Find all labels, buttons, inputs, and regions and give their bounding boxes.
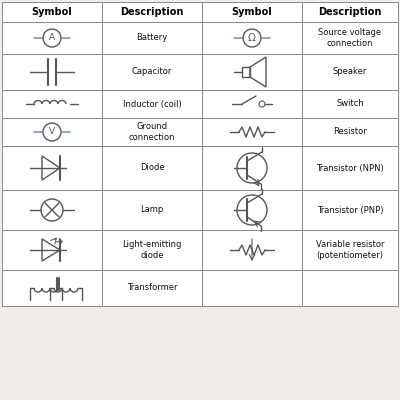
- Bar: [202, 2, 302, 22]
- Text: Lamp: Lamp: [140, 206, 164, 214]
- Bar: [2, 118, 102, 146]
- Text: Battery: Battery: [136, 34, 168, 42]
- Bar: [102, 90, 202, 118]
- Text: Capacitor: Capacitor: [132, 68, 172, 76]
- Text: Ω: Ω: [248, 33, 256, 43]
- Text: Diode: Diode: [140, 164, 164, 172]
- Bar: [302, 54, 398, 90]
- Text: Symbol: Symbol: [32, 7, 72, 17]
- Bar: [302, 230, 398, 270]
- Bar: [302, 146, 398, 190]
- Bar: [2, 22, 102, 54]
- Bar: [202, 90, 302, 118]
- Bar: [102, 22, 202, 54]
- Bar: [2, 270, 102, 306]
- Bar: [2, 146, 102, 190]
- Text: Transformer: Transformer: [127, 284, 177, 292]
- Bar: [102, 230, 202, 270]
- Text: Transistor (PNP): Transistor (PNP): [317, 206, 383, 214]
- Text: Inductor (coil): Inductor (coil): [123, 100, 181, 108]
- Bar: [302, 118, 398, 146]
- Text: Ground
connection: Ground connection: [129, 122, 175, 142]
- Bar: [2, 54, 102, 90]
- Bar: [302, 22, 398, 54]
- Bar: [202, 270, 302, 306]
- Text: Resistor: Resistor: [333, 128, 367, 136]
- Bar: [102, 118, 202, 146]
- Text: Description: Description: [318, 7, 382, 17]
- Bar: [2, 190, 102, 230]
- Text: Symbol: Symbol: [232, 7, 272, 17]
- Text: Speaker: Speaker: [333, 68, 367, 76]
- Bar: [2, 90, 102, 118]
- Bar: [102, 190, 202, 230]
- Text: Description: Description: [120, 7, 184, 17]
- Bar: [202, 54, 302, 90]
- Bar: [102, 54, 202, 90]
- Text: V: V: [49, 128, 55, 136]
- Text: Source voltage
connection: Source voltage connection: [318, 28, 382, 48]
- Bar: [202, 146, 302, 190]
- Bar: [102, 146, 202, 190]
- Text: Transistor (NPN): Transistor (NPN): [316, 164, 384, 172]
- Bar: [102, 2, 202, 22]
- Bar: [102, 270, 202, 306]
- Text: A: A: [49, 34, 55, 42]
- Bar: [302, 270, 398, 306]
- Text: Switch: Switch: [336, 100, 364, 108]
- Bar: [202, 190, 302, 230]
- Bar: [2, 2, 102, 22]
- Bar: [202, 118, 302, 146]
- Bar: [242, 67, 250, 77]
- Text: Light-emitting
diode: Light-emitting diode: [122, 240, 182, 260]
- Bar: [302, 90, 398, 118]
- Bar: [202, 230, 302, 270]
- Bar: [302, 190, 398, 230]
- Text: Variable resistor
(potentiometer): Variable resistor (potentiometer): [316, 240, 384, 260]
- Bar: [202, 22, 302, 54]
- Bar: [302, 2, 398, 22]
- Bar: [2, 230, 102, 270]
